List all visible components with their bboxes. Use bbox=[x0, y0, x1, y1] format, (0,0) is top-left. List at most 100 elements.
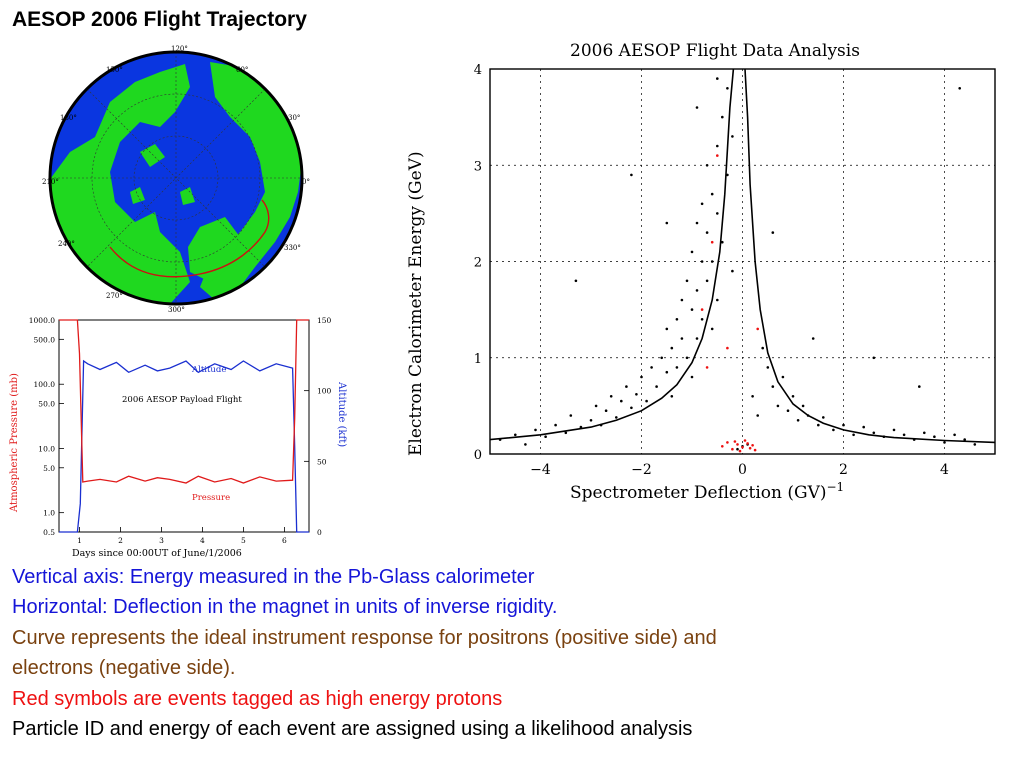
pressure-ticks: 1000.0 500.0 100.0 50.0 10.0 5.0 1.0 0.5 bbox=[29, 316, 64, 537]
y-tick-label: 0 bbox=[474, 448, 482, 463]
event-point bbox=[640, 375, 643, 379]
series-label-pressure: Pressure bbox=[192, 493, 230, 503]
proton-point bbox=[748, 446, 752, 450]
event-point bbox=[675, 318, 679, 321]
longitude-labels: 120° 150° 60° 180° 30° 210° 0° 240° 330°… bbox=[42, 45, 310, 314]
event-point bbox=[630, 406, 633, 410]
land-north-america bbox=[50, 64, 190, 304]
event-point bbox=[685, 279, 689, 283]
flight-series bbox=[59, 319, 309, 533]
land-eurasia bbox=[200, 62, 302, 300]
x-ticks: −4 −2 0 2 4 bbox=[530, 462, 949, 478]
event-point bbox=[710, 192, 714, 196]
pressure-tick-label: 50.0 bbox=[38, 400, 55, 409]
proton-point bbox=[721, 445, 724, 448]
caption-protons: Red symbols are events tagged as high en… bbox=[12, 688, 503, 710]
event-point bbox=[680, 337, 684, 340]
y-ticks: 0 1 2 3 4 bbox=[474, 63, 482, 463]
day-tick-label: 6 bbox=[282, 536, 287, 545]
main-chart-title: 2006 AESOP Flight Data Analysis bbox=[570, 41, 860, 61]
event-point bbox=[604, 409, 608, 413]
pressure-tick-label: 1000.0 bbox=[29, 316, 55, 325]
pressure-tick-label: 10.0 bbox=[38, 444, 55, 453]
event-point bbox=[609, 395, 613, 398]
event-point bbox=[862, 425, 865, 429]
event-points bbox=[498, 77, 977, 453]
event-point bbox=[685, 356, 689, 360]
plot-frame bbox=[489, 68, 996, 455]
proton-point bbox=[716, 154, 719, 157]
event-point bbox=[731, 269, 734, 273]
event-point bbox=[817, 423, 820, 427]
proton-point bbox=[705, 366, 709, 369]
event-point bbox=[751, 395, 754, 398]
event-point bbox=[786, 409, 790, 413]
x-tick-label: 4 bbox=[940, 462, 949, 478]
event-point bbox=[716, 298, 719, 302]
event-point bbox=[832, 428, 835, 432]
land-islands bbox=[130, 144, 195, 205]
event-point bbox=[801, 404, 805, 408]
lon-label: 270° bbox=[106, 292, 123, 300]
graticule bbox=[50, 52, 302, 304]
grid bbox=[490, 68, 995, 455]
event-point bbox=[660, 356, 663, 360]
altitude-tick-label: 150 bbox=[317, 316, 332, 325]
proton-point bbox=[738, 449, 742, 453]
event-point bbox=[695, 337, 699, 340]
day-tick-label: 4 bbox=[200, 536, 205, 545]
main-x-label: Spectrometer Deflection (GV)−1 bbox=[570, 480, 844, 503]
flight-x-label: Days since 00:00UT of June/1/2006 bbox=[72, 548, 242, 559]
flight-trajectory bbox=[109, 199, 270, 278]
event-point bbox=[695, 289, 699, 292]
event-point bbox=[726, 87, 729, 90]
event-point bbox=[771, 231, 775, 234]
caption-vertical-axis: Vertical axis: Energy measured in the Pb… bbox=[12, 566, 535, 588]
flight-y2-label: Altitude (kft) bbox=[336, 381, 347, 447]
flight-chart-title: 2006 AESOP Payload Flight bbox=[122, 395, 242, 405]
lon-label: 210° bbox=[42, 178, 59, 186]
event-point bbox=[822, 416, 825, 419]
lon-label: 240° bbox=[58, 240, 75, 248]
day-tick-label: 1 bbox=[77, 536, 82, 545]
event-point bbox=[680, 298, 684, 302]
caption-horizontal-axis: Horizontal: Deflection in the magnet in … bbox=[12, 596, 558, 618]
proton-point bbox=[726, 441, 729, 444]
day-tick-label: 2 bbox=[118, 536, 123, 545]
event-point bbox=[645, 399, 648, 403]
pressure-tick-label: 100.0 bbox=[34, 380, 56, 389]
y-tick-label: 4 bbox=[474, 63, 482, 78]
event-point bbox=[771, 385, 775, 388]
pressure-tick-label: 500.0 bbox=[34, 335, 56, 344]
y-tick-label: 1 bbox=[474, 352, 482, 367]
event-point bbox=[781, 375, 785, 379]
pressure-tick-label: 1.0 bbox=[43, 509, 55, 518]
event-point bbox=[594, 404, 598, 408]
event-point bbox=[776, 404, 780, 408]
proton-point bbox=[741, 446, 744, 449]
x-label-exponent: −1 bbox=[827, 480, 845, 494]
event-point bbox=[695, 106, 699, 109]
proton-point bbox=[751, 444, 754, 447]
event-point bbox=[670, 346, 674, 350]
event-point bbox=[766, 366, 770, 369]
altitude-tick-label: 0 bbox=[317, 528, 322, 537]
day-ticks: 1 2 3 4 5 6 bbox=[77, 527, 287, 545]
event-point bbox=[564, 431, 568, 435]
y-tick-label: 2 bbox=[474, 256, 482, 271]
event-point bbox=[700, 318, 704, 321]
event-point bbox=[716, 77, 719, 80]
y-tick-label: 3 bbox=[474, 159, 482, 174]
event-point bbox=[811, 337, 815, 340]
altitude-ticks: 150 100 50 0 bbox=[304, 316, 332, 537]
event-point bbox=[761, 346, 764, 350]
caption-curve-cont: electrons (negative side). bbox=[12, 657, 236, 679]
event-point bbox=[665, 327, 669, 331]
event-point bbox=[534, 428, 537, 432]
event-point bbox=[620, 399, 623, 403]
event-point bbox=[872, 356, 876, 360]
event-point bbox=[716, 212, 719, 215]
event-point bbox=[665, 370, 669, 374]
event-point bbox=[721, 240, 724, 244]
event-point bbox=[675, 366, 679, 369]
